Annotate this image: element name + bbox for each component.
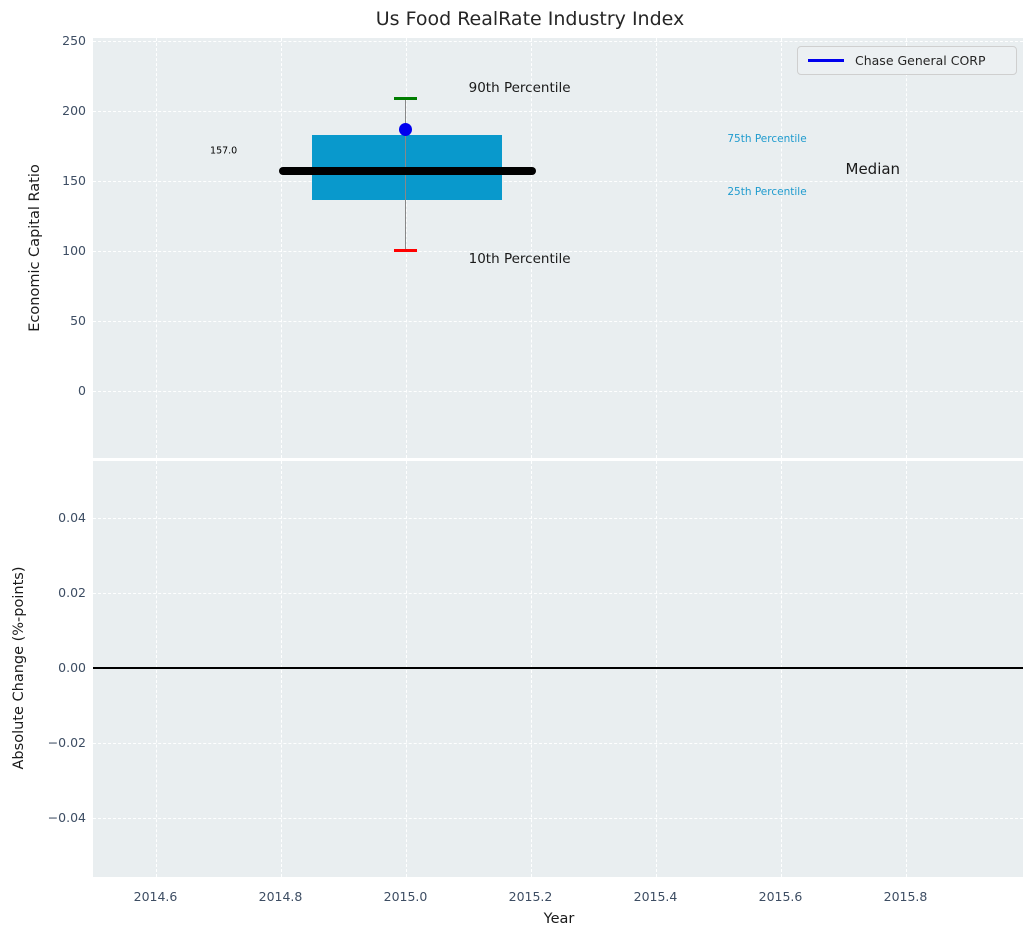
x-tick-label: 2015.6 xyxy=(759,889,803,904)
y-tick-label: −0.02 xyxy=(26,735,86,750)
gridline-horizontal xyxy=(93,41,1023,42)
p10-cap xyxy=(394,249,417,252)
y-axis-label-bottom: Absolute Change (%-points) xyxy=(11,567,27,770)
y-tick-label: 100 xyxy=(26,243,86,258)
annotation-25th-percentile: 25th Percentile xyxy=(727,186,806,198)
y-tick-label: 0.02 xyxy=(26,585,86,600)
y-tick-label: 50 xyxy=(26,313,86,328)
gridline-horizontal xyxy=(93,391,1023,392)
x-tick-label: 2015.8 xyxy=(884,889,928,904)
top-axes xyxy=(93,38,1023,458)
gridline-vertical xyxy=(156,38,157,458)
gridline-horizontal xyxy=(93,593,1023,594)
y-tick-label: 200 xyxy=(26,103,86,118)
x-axis-label: Year xyxy=(544,911,575,927)
y-tick-label: 0.00 xyxy=(26,660,86,675)
annotation-10th-percentile: 10th Percentile xyxy=(469,251,571,267)
gridline-vertical xyxy=(781,38,782,458)
x-tick-label: 2015.4 xyxy=(634,889,678,904)
company-marker xyxy=(399,123,412,136)
legend-label: Chase General CORP xyxy=(855,53,986,68)
p90-cap xyxy=(394,97,417,100)
chart-title: Us Food RealRate Industry Index xyxy=(376,8,685,30)
x-tick-label: 2014.8 xyxy=(259,889,303,904)
x-tick-label: 2014.6 xyxy=(134,889,178,904)
gridline-horizontal xyxy=(93,518,1023,519)
annotation-median: Median xyxy=(846,160,901,178)
median-line xyxy=(279,167,536,175)
x-tick-label: 2015.2 xyxy=(509,889,553,904)
figure: Us Food RealRate Industry Index Economic… xyxy=(0,0,1034,942)
gridline-horizontal xyxy=(93,181,1023,182)
legend-line-icon xyxy=(808,59,844,62)
gridline-vertical xyxy=(906,38,907,458)
gridline-vertical xyxy=(531,38,532,458)
gridline-horizontal xyxy=(93,743,1023,744)
y-tick-label: 150 xyxy=(26,173,86,188)
gridline-horizontal xyxy=(93,818,1023,819)
y-tick-label: 0 xyxy=(26,383,86,398)
y-tick-label: 0.04 xyxy=(26,510,86,525)
annotation-90th-percentile: 90th Percentile xyxy=(469,80,571,96)
annotation-157-0: 157.0 xyxy=(210,146,237,157)
gridline-vertical xyxy=(656,38,657,458)
y-tick-label: −0.04 xyxy=(26,810,86,825)
legend: Chase General CORP xyxy=(797,46,1017,75)
gridline-vertical xyxy=(281,38,282,458)
gridline-horizontal xyxy=(93,321,1023,322)
gridline-horizontal xyxy=(93,111,1023,112)
x-tick-label: 2015.0 xyxy=(384,889,428,904)
annotation-75th-percentile: 75th Percentile xyxy=(727,133,806,145)
bottom-axes xyxy=(93,461,1023,877)
zero-line xyxy=(93,667,1023,669)
y-tick-label: 250 xyxy=(26,33,86,48)
